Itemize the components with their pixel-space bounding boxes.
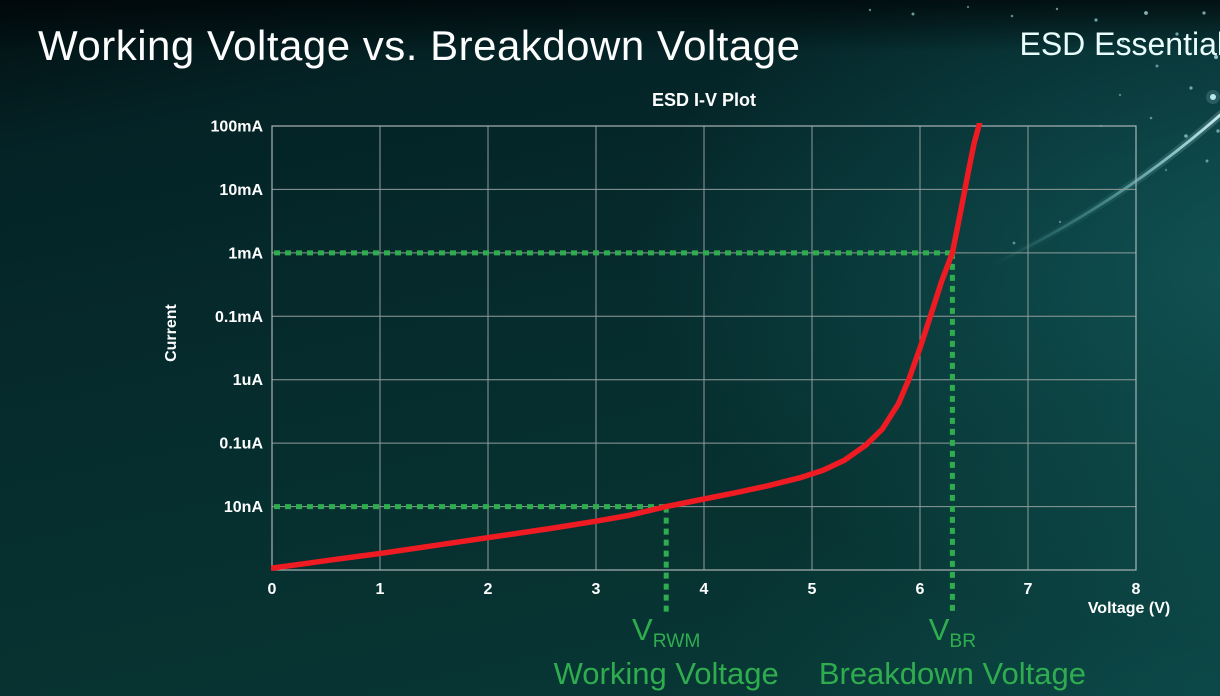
vrwm-caption: Working Voltage [553,656,779,692]
plot-border [271,125,1137,571]
x-tick-label: 8 [1132,581,1141,598]
swoosh-curve [984,113,1220,270]
annotation-vbr: VBR Breakdown Voltage [819,612,1086,692]
vbr-caption: Breakdown Voltage [818,656,1086,692]
star-field [868,5,1220,245]
x-tick-label: 4 [700,581,709,598]
x-tick-label: 5 [808,581,817,598]
y-tick-label: 0.1uA [219,436,263,453]
x-tick-label: 3 [592,581,601,598]
vbr-symbol: VBR [819,612,1086,653]
y-tick-label: 100mA [211,119,264,136]
y-tick-label: 10mA [219,182,263,199]
grid-lines [271,125,1137,571]
y-tick-label: 1mA [228,245,263,262]
page-title: Working Voltage vs. Breakdown Voltage [38,22,801,69]
x-axis-label: Voltage (V) [1087,600,1171,617]
vbr-symbol-subscript: BR [949,631,977,653]
annotation-dotted-lines [274,250,955,614]
vrwm-symbol: VRWM [554,612,779,653]
x-tick-label: 7 [1024,581,1033,598]
y-tick-label: 0.1mA [215,309,263,326]
vbr-symbol-letter: V [928,612,950,647]
x-tick-label: 0 [268,581,277,598]
x-tick-label: 6 [916,581,925,598]
annotation-vrwm: VRWM Working Voltage [554,612,779,692]
brand-logo-text: ESD Essential [1019,26,1220,62]
x-tick-label: 2 [484,581,493,598]
y-tick-label: 10nA [224,499,264,516]
axis-tick-labels: 0 1 2 3 4 5 6 7 8 100mA 10mA 1mA 0.1mA 1uA 0.1uA 10nA [211,119,1141,599]
y-tick-label: 1uA [233,372,264,389]
vrwm-symbol-subscript: RWM [652,631,701,653]
x-tick-label: 1 [376,581,385,598]
chart-title: ESD I-V Plot [651,90,756,110]
iv-curve [271,123,983,571]
vrwm-symbol-letter: V [632,612,653,647]
